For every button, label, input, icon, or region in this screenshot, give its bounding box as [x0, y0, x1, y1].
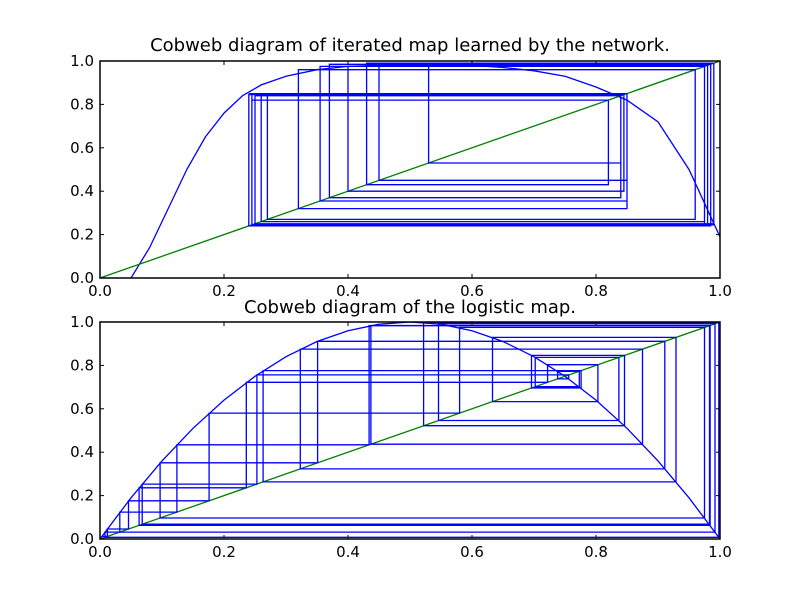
logistic-map-title: Cobweb diagram of the logistic map. — [244, 297, 576, 318]
logistic-map-x-tick-label: 0.8 — [584, 543, 608, 561]
logistic-map-x-tick-label: 0.2 — [212, 543, 236, 561]
logistic-map-x-tick-label: 0.4 — [336, 543, 360, 561]
logistic-map-y-tick-label: 0.2 — [70, 487, 94, 505]
network-map-y-tick-label: 0.2 — [70, 226, 94, 244]
network-map-title: Cobweb diagram of iterated map learned b… — [150, 35, 670, 56]
logistic-map-ticks: 0.0 0.2 0.4 0.6 0.8 1.0 0.0 0.2 0.4 0.6 0.8 1.0 — [70, 313, 732, 561]
logistic-map-frame — [99, 321, 721, 540]
network-map-x-tick-label: 0.4 — [336, 282, 360, 300]
logistic-map-x-tick-label: 0.0 — [88, 543, 112, 561]
logistic-map-y-tick-label: 0.6 — [70, 400, 94, 418]
network-map-cobweb-path — [248, 62, 715, 227]
logistic-map-identity-line — [100, 322, 720, 539]
logistic-map-y-tick-label: 0.4 — [70, 443, 94, 461]
logistic-map-cobweb-path — [101, 322, 720, 538]
network-map-y-tick-label: 0.0 — [70, 269, 94, 287]
logistic-map-y-tick-label: 1.0 — [70, 313, 94, 331]
logistic-map-x-tick-label: 0.6 — [460, 543, 484, 561]
network-map-frame — [99, 60, 721, 279]
logistic-map-map-curve — [100, 322, 720, 539]
logistic-map-x-tick-label: 1.0 — [708, 543, 732, 561]
network-map-plot-area — [100, 61, 720, 278]
network-map-x-tick-label: 1.0 — [708, 282, 732, 300]
network-map-y-tick-label: 0.8 — [70, 95, 94, 113]
network-map-panel: Cobweb diagram of iterated map learned b… — [70, 35, 732, 300]
logistic-map-plot-area — [100, 322, 720, 539]
network-map-x-tick-label: 0.8 — [584, 282, 608, 300]
network-map-x-tick-label: 0.2 — [212, 282, 236, 300]
network-map-y-tick-label: 0.6 — [70, 139, 94, 157]
network-map-x-tick-label: 0.0 — [88, 282, 112, 300]
network-map-identity-line — [100, 61, 720, 278]
network-map-y-tick-label: 1.0 — [70, 52, 94, 70]
logistic-map-y-tick-label: 0.8 — [70, 356, 94, 374]
logistic-map-y-tick-label: 0.0 — [70, 530, 94, 548]
network-map-ticks: 0.0 0.2 0.4 0.6 0.8 1.0 0.0 0.2 0.4 0.6 0.8 1.0 — [70, 52, 732, 300]
logistic-map-panel: Cobweb diagram of the logistic map. 0.0 0… — [70, 297, 732, 561]
network-map-y-tick-label: 0.4 — [70, 182, 94, 200]
network-map-x-tick-label: 0.6 — [460, 282, 484, 300]
